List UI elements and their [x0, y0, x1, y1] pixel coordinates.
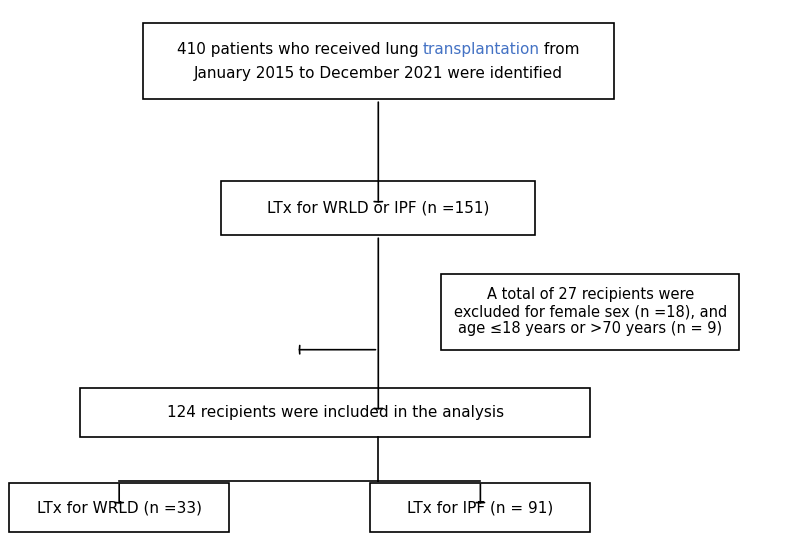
FancyBboxPatch shape — [370, 483, 590, 532]
Text: 124 recipients were included in the analysis: 124 recipients were included in the anal… — [166, 405, 504, 420]
Text: A total of 27 recipients were
excluded for female sex (n =18), and
age ≤18 years: A total of 27 recipients were excluded f… — [454, 287, 727, 336]
Text: LTx for WRLD or IPF (n =151): LTx for WRLD or IPF (n =151) — [267, 201, 489, 216]
FancyBboxPatch shape — [9, 483, 229, 532]
Text: from: from — [539, 42, 580, 57]
Text: transplantation: transplantation — [422, 42, 540, 57]
Text: January 2015 to December 2021 were identified: January 2015 to December 2021 were ident… — [194, 66, 563, 81]
Text: LTx for IPF (n = 91): LTx for IPF (n = 91) — [407, 500, 553, 515]
FancyBboxPatch shape — [143, 23, 614, 100]
Text: 410 patients who received lung: 410 patients who received lung — [177, 42, 423, 57]
Text: LTx for WRLD (n =33): LTx for WRLD (n =33) — [37, 500, 202, 515]
FancyBboxPatch shape — [221, 181, 535, 235]
FancyBboxPatch shape — [441, 274, 739, 350]
FancyBboxPatch shape — [80, 388, 590, 437]
